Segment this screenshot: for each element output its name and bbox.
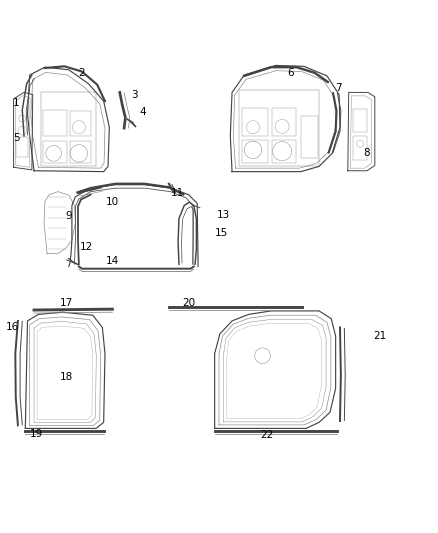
Text: 19: 19	[30, 429, 43, 439]
Text: 18: 18	[60, 373, 73, 383]
Bar	[70, 141, 91, 163]
Bar	[353, 109, 367, 133]
Text: 12: 12	[80, 242, 93, 252]
Text: 20: 20	[182, 298, 195, 309]
Bar	[43, 110, 67, 136]
Text: 1: 1	[13, 98, 20, 108]
Bar	[242, 108, 268, 136]
Text: 21: 21	[374, 331, 387, 341]
Text: 15: 15	[215, 228, 228, 238]
Bar	[70, 111, 91, 136]
Text: 10: 10	[106, 197, 119, 207]
Text: 7: 7	[336, 83, 342, 93]
Bar	[301, 116, 318, 158]
Text: 22: 22	[260, 430, 273, 440]
Text: 4: 4	[140, 107, 146, 117]
Bar	[16, 137, 28, 157]
Text: 8: 8	[364, 148, 370, 158]
Bar	[242, 140, 268, 163]
Bar	[239, 90, 319, 166]
Text: 6: 6	[287, 68, 294, 78]
Text: 9: 9	[66, 212, 72, 221]
Bar	[353, 136, 367, 160]
Text: 3: 3	[131, 90, 138, 100]
Text: 16: 16	[6, 322, 19, 333]
Text: 17: 17	[60, 298, 73, 309]
Text: 14: 14	[106, 256, 119, 266]
Bar	[272, 108, 296, 136]
Bar	[43, 141, 67, 163]
Text: 2: 2	[78, 68, 85, 78]
Text: 5: 5	[13, 133, 20, 143]
Text: 11: 11	[171, 188, 184, 198]
Text: 13: 13	[217, 210, 230, 220]
Bar	[272, 140, 296, 163]
